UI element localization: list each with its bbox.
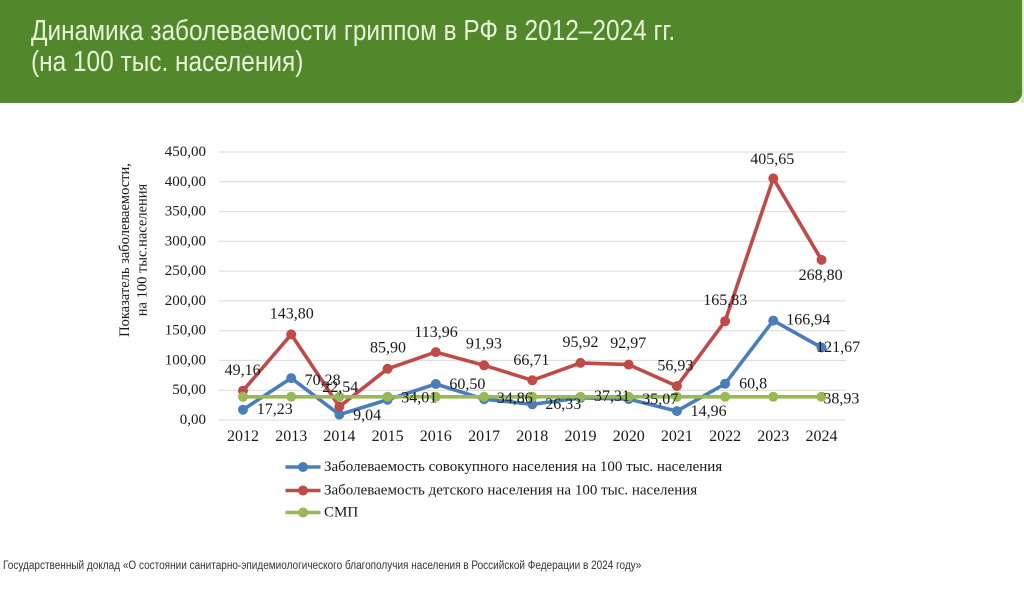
svg-text:26,33: 26,33 — [545, 396, 581, 413]
svg-text:113,96: 113,96 — [414, 324, 457, 341]
svg-text:14,96: 14,96 — [691, 403, 727, 420]
svg-text:200,00: 200,00 — [165, 293, 206, 309]
svg-text:2015: 2015 — [372, 428, 404, 445]
svg-text:2019: 2019 — [565, 428, 597, 445]
svg-text:2021: 2021 — [661, 428, 693, 445]
svg-text:250,00: 250,00 — [165, 263, 206, 279]
svg-text:СМП: СМП — [324, 505, 358, 521]
svg-text:2024: 2024 — [806, 428, 838, 445]
svg-text:166,94: 166,94 — [786, 312, 830, 329]
svg-text:2023: 2023 — [757, 428, 789, 445]
svg-text:121,67: 121,67 — [816, 339, 860, 356]
svg-text:350,00: 350,00 — [165, 204, 206, 220]
svg-text:450,00: 450,00 — [165, 144, 206, 160]
svg-text:70,28: 70,28 — [305, 372, 341, 389]
svg-text:2012: 2012 — [227, 428, 259, 445]
svg-text:на 100 тыс.населения: на 100 тыс.населения — [135, 183, 151, 316]
svg-text:37,31: 37,31 — [594, 388, 630, 405]
svg-text:38,93: 38,93 — [823, 391, 859, 408]
svg-text:22,54: 22,54 — [322, 379, 358, 396]
svg-text:92,97: 92,97 — [610, 335, 646, 352]
svg-text:300,00: 300,00 — [165, 233, 206, 249]
svg-text:95,92: 95,92 — [563, 334, 599, 351]
svg-text:34,86: 34,86 — [497, 390, 533, 407]
svg-text:400,00: 400,00 — [165, 174, 206, 190]
svg-text:35,07: 35,07 — [642, 391, 678, 408]
svg-text:Показатель заболеваемости,: Показатель заболеваемости, — [117, 163, 133, 337]
svg-text:0,00: 0,00 — [180, 412, 206, 428]
svg-text:405,65: 405,65 — [750, 151, 794, 168]
svg-text:2016: 2016 — [420, 428, 452, 445]
svg-text:60,50: 60,50 — [449, 376, 485, 393]
svg-text:34,01: 34,01 — [401, 389, 437, 406]
svg-text:50,00: 50,00 — [172, 382, 206, 398]
svg-text:49,16: 49,16 — [225, 362, 261, 379]
svg-text:9,04: 9,04 — [353, 407, 381, 424]
svg-text:143,80: 143,80 — [270, 306, 314, 323]
svg-text:Заболеваемость совокупного нас: Заболеваемость совокупного населения на … — [324, 459, 722, 475]
svg-text:60,8: 60,8 — [739, 376, 767, 393]
svg-text:17,23: 17,23 — [257, 401, 293, 418]
svg-text:2018: 2018 — [516, 428, 548, 445]
svg-text:2014: 2014 — [323, 428, 355, 445]
svg-text:2013: 2013 — [275, 428, 307, 445]
svg-text:66,71: 66,71 — [513, 352, 549, 369]
svg-text:56,93: 56,93 — [657, 357, 693, 374]
svg-text:2022: 2022 — [709, 428, 741, 445]
svg-text:150,00: 150,00 — [165, 323, 206, 339]
svg-text:Заболеваемость детского населе: Заболеваемость детского населения на 100… — [324, 483, 697, 499]
svg-text:85,90: 85,90 — [370, 339, 406, 356]
svg-text:268,80: 268,80 — [799, 267, 843, 284]
svg-text:2017: 2017 — [468, 428, 500, 445]
svg-text:165,83: 165,83 — [703, 292, 747, 309]
svg-text:2020: 2020 — [613, 428, 645, 445]
svg-text:91,93: 91,93 — [466, 336, 502, 353]
svg-text:100,00: 100,00 — [165, 352, 206, 368]
